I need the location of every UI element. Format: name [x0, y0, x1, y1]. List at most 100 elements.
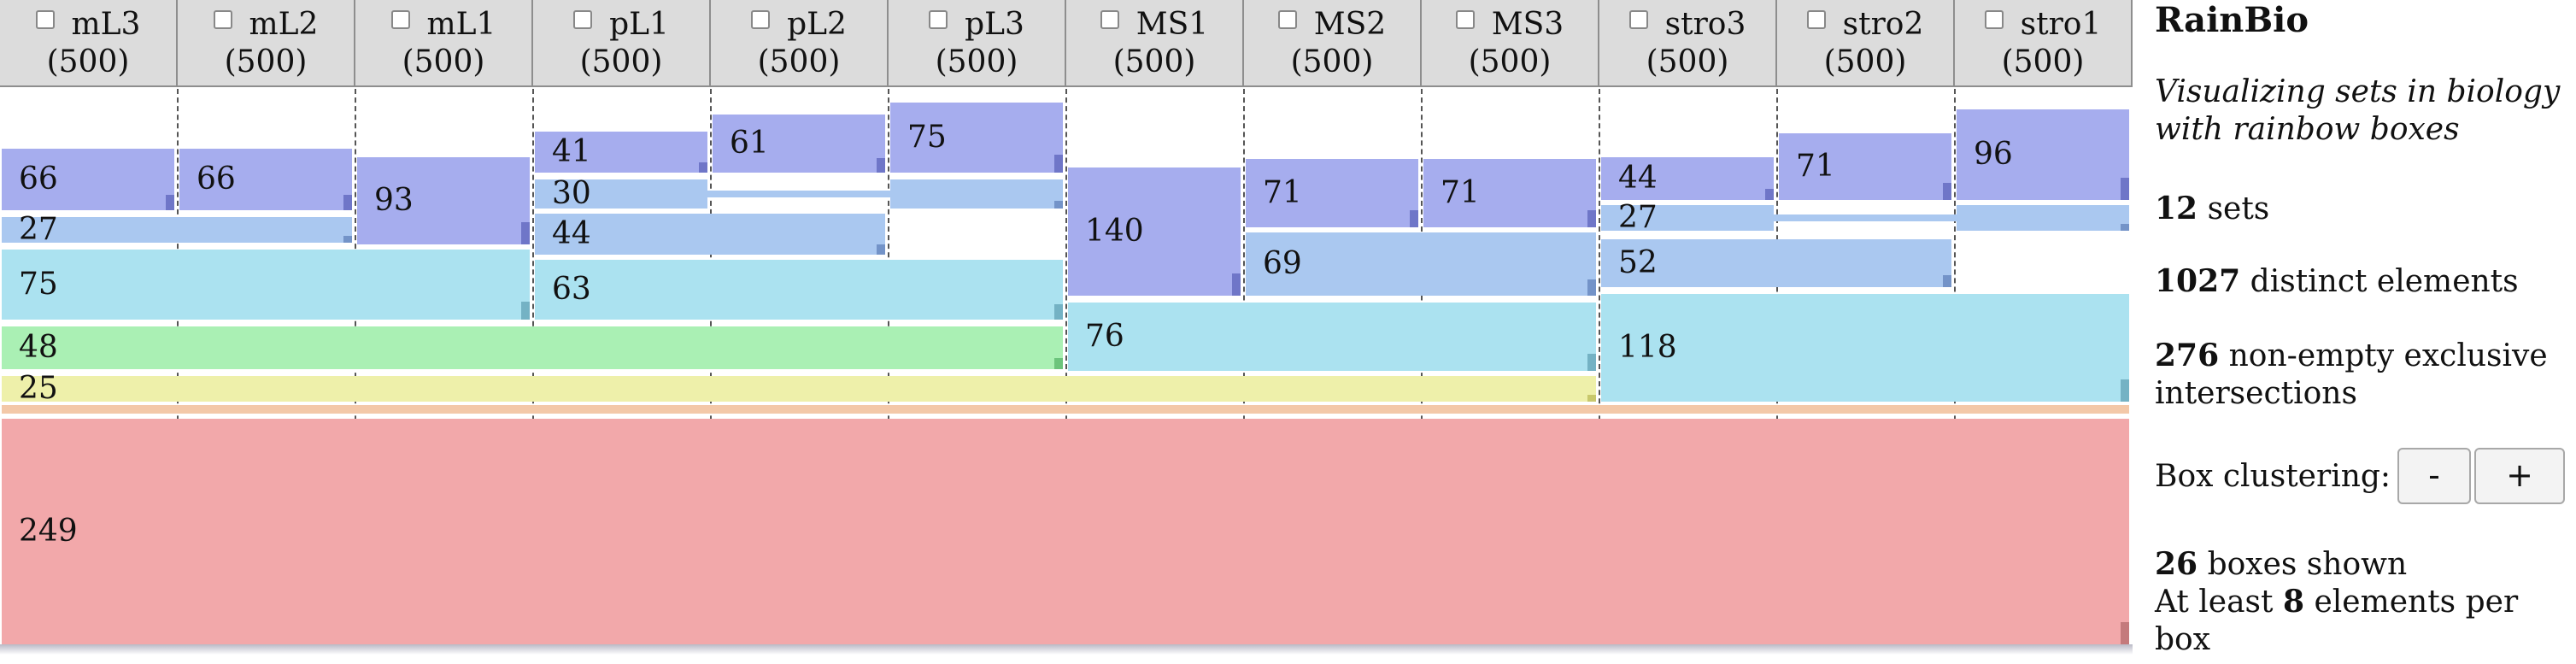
set-header-title: stro3 — [1599, 7, 1775, 43]
box-stro3-stro2[interactable]: 52 — [1599, 239, 1955, 287]
box-corner-marker — [166, 195, 174, 210]
box-value-label: 61 — [730, 126, 769, 161]
rainbow-boxes-chart: mL3 (500) mL2 (500) mL1 (500) pL1 (500) pL2 (500)… — [0, 0, 2133, 655]
box-pL1-pL3[interactable]: 30 — [533, 179, 1066, 209]
box-MS1[interactable]: 140 — [1066, 167, 1244, 296]
set-name: mL1 — [426, 7, 496, 42]
box-value-label: 41 — [552, 134, 591, 169]
box-segment — [535, 179, 707, 209]
box-mL3-mL2-mL1-pL1-pL2-pL3[interactable]: 48 — [0, 326, 1066, 369]
set-header-mL2[interactable]: mL2 (500) — [178, 0, 355, 87]
set-header-title: stro2 — [1777, 7, 1953, 43]
set-count: (500) — [579, 44, 663, 79]
box-mL3[interactable]: 66 — [0, 149, 178, 210]
set-checkbox[interactable] — [1455, 10, 1475, 29]
set-header-stro3[interactable]: stro3 (500) — [1599, 0, 1777, 87]
min-count: 8 — [2282, 584, 2305, 620]
box-segment — [2, 376, 1596, 402]
set-header-mL1[interactable]: mL1 (500) — [355, 0, 533, 87]
box-pL1-pL2[interactable]: 44 — [533, 214, 889, 255]
set-checkbox[interactable] — [213, 10, 232, 29]
box-corner-marker — [2121, 379, 2129, 402]
box-segment — [1957, 109, 2129, 200]
min-prefix: At least — [2155, 585, 2274, 620]
set-checkbox[interactable] — [1984, 10, 2004, 29]
box-value-label: 44 — [1618, 161, 1658, 196]
box-value-label: 66 — [197, 162, 236, 197]
set-checkbox[interactable] — [390, 10, 410, 29]
box-segment — [890, 179, 1063, 209]
set-checkbox[interactable] — [929, 10, 948, 29]
nonempty-label: non-empty exclusive intersections — [2155, 338, 2548, 411]
box-stro3-stro1[interactable]: 27 — [1599, 200, 2133, 235]
cluster-minus-button[interactable]: - — [2397, 448, 2471, 504]
set-checkbox[interactable] — [35, 10, 55, 29]
box-corner-marker — [1587, 395, 1596, 402]
set-checkbox[interactable] — [751, 10, 771, 29]
box-value-label: 69 — [1263, 246, 1302, 281]
set-header-title: mL2 — [178, 7, 354, 43]
box-corner-marker — [2121, 178, 2129, 200]
box-corner-marker — [521, 302, 530, 320]
set-header-stro2[interactable]: stro2 (500) — [1777, 0, 1955, 87]
box-corner-marker — [1054, 304, 1063, 320]
nonempty-count: 276 — [2155, 338, 2220, 373]
sets-label: sets — [2207, 191, 2270, 226]
box-MS1-MS2-MS3[interactable]: 76 — [1066, 303, 1599, 371]
set-header-pL3[interactable]: pL3 (500) — [889, 0, 1066, 87]
box-mL3-mL2-mL1-pL1-pL2-pL3-MS1-MS2-MS3-stro3-stro2-stro1[interactable] — [0, 405, 2133, 414]
set-checkbox[interactable] — [1277, 10, 1297, 29]
box-mL3-mL2[interactable]: 27 — [0, 214, 355, 245]
box-MS3[interactable]: 71 — [1422, 159, 1599, 227]
box-corner-marker — [1410, 210, 1418, 227]
set-count: (500) — [935, 44, 1018, 79]
box-segment — [535, 132, 707, 173]
box-segment — [1957, 205, 2129, 231]
box-mL3-mL2-mL1-pL1-pL2-pL3-MS1-MS2-MS3-stro3-stro2-stro1[interactable]: 249 — [0, 419, 2133, 644]
set-name: stro1 — [2020, 7, 2102, 42]
box-corner-marker — [2121, 622, 2129, 644]
set-checkbox[interactable] — [1100, 10, 1119, 29]
box-value-label: 118 — [1618, 330, 1677, 365]
cluster-plus-button[interactable]: + — [2474, 448, 2565, 504]
box-pL3[interactable]: 75 — [889, 103, 1066, 173]
set-header-title: MS1 — [1066, 7, 1242, 43]
set-checkbox[interactable] — [1806, 10, 1826, 29]
box-value-label: 27 — [1618, 200, 1658, 235]
set-checkbox[interactable] — [573, 10, 593, 29]
set-header-MS1[interactable]: MS1 (500) — [1066, 0, 1244, 87]
box-stro1[interactable]: 96 — [1955, 109, 2133, 200]
box-value-label: 76 — [1085, 319, 1124, 354]
box-corner-marker — [1943, 275, 1951, 287]
box-stro3[interactable]: 44 — [1599, 157, 1777, 200]
box-corner-marker — [877, 158, 885, 173]
box-value-label: 140 — [1085, 214, 1144, 249]
box-link — [706, 191, 892, 197]
box-stro3-stro2-stro1[interactable]: 118 — [1599, 294, 2133, 402]
box-link — [1772, 214, 1958, 221]
box-mL2[interactable]: 66 — [178, 149, 355, 210]
set-checkbox[interactable] — [1628, 10, 1648, 29]
box-segment — [1246, 232, 1596, 296]
set-header-MS2[interactable]: MS2 (500) — [1244, 0, 1422, 87]
set-header-title: pL1 — [533, 7, 709, 43]
set-header-pL1[interactable]: pL1 (500) — [533, 0, 711, 87]
box-stro2[interactable]: 71 — [1777, 133, 1955, 200]
set-header-mL3[interactable]: mL3 (500) — [0, 0, 178, 87]
box-MS2[interactable]: 71 — [1244, 159, 1422, 227]
box-pL1[interactable]: 41 — [533, 132, 711, 173]
box-clustering-label: Box clustering: — [2155, 459, 2391, 494]
min-suffix: elements per box — [2155, 585, 2519, 657]
box-mL3-mL2-mL1[interactable]: 75 — [0, 250, 533, 320]
box-mL3-mL2-mL1-pL1-pL2-pL3-MS1-MS2-MS3[interactable]: 25 — [0, 373, 1599, 404]
set-header-MS3[interactable]: MS3 (500) — [1422, 0, 1599, 87]
box-pL2[interactable]: 61 — [711, 115, 889, 173]
set-header-pL2[interactable]: pL2 (500) — [711, 0, 889, 87]
box-segment — [1423, 159, 1596, 227]
set-name: pL2 — [787, 7, 847, 42]
box-MS2-MS3[interactable]: 69 — [1244, 232, 1599, 296]
set-header-stro1[interactable]: stro1 (500) — [1955, 0, 2133, 87]
box-segment — [713, 115, 885, 173]
box-pL1-pL2-pL3[interactable]: 63 — [533, 260, 1066, 320]
box-mL1[interactable]: 93 — [355, 157, 533, 244]
